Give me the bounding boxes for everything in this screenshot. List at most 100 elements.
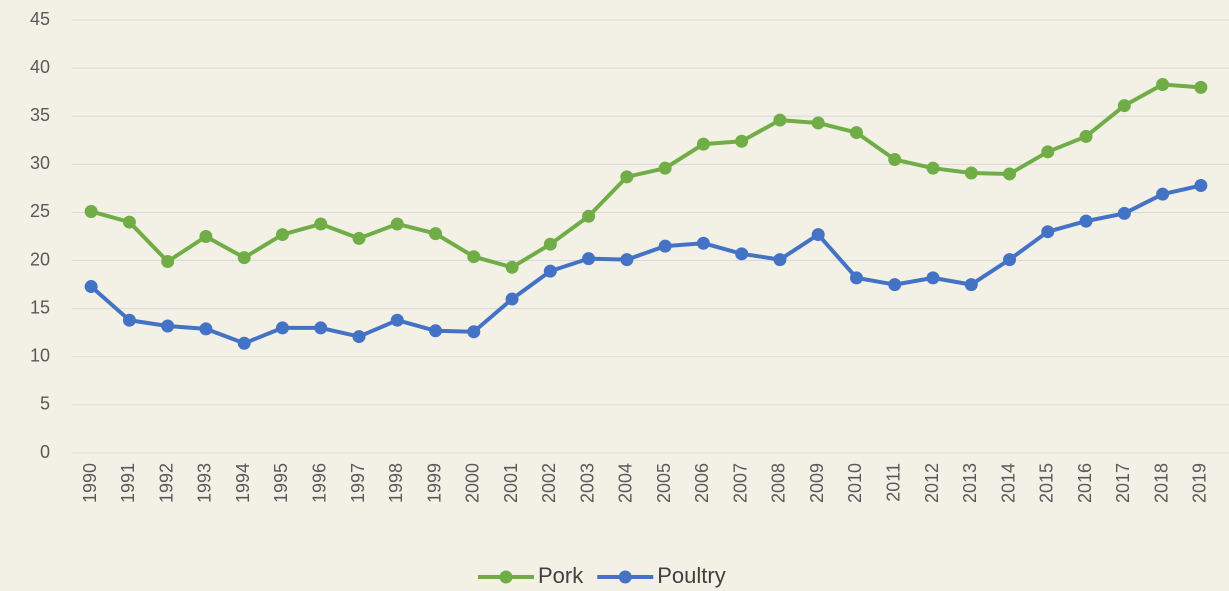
legend-label: Poultry [657,563,725,588]
x-tick-label: 2019 [1190,463,1210,503]
x-tick-label: 2010 [845,463,865,503]
y-tick-label: 5 [40,394,50,414]
x-tick-label: 1993 [195,463,215,503]
data-point [1079,214,1093,228]
data-point [773,253,787,267]
data-point [849,271,863,285]
x-tick-label: 2008 [769,463,789,503]
x-tick-label: 2006 [692,463,712,503]
data-point [429,324,443,338]
x-tick-label: 1995 [271,463,291,503]
x-tick-label: 2007 [730,463,750,503]
grid: 0 5 10 15 20 25 30 35 40 45 1990 1991 1992 1993 1994 19… [30,9,1229,503]
data-point [735,134,749,148]
data-point [390,217,404,231]
x-tick-label: 2016 [1075,463,1095,503]
x-tick-label: 2018 [1151,463,1171,503]
data-point [122,313,136,327]
legend-marker [499,570,513,584]
data-point [161,319,175,333]
data-point [811,116,825,130]
y-tick-label: 35 [30,105,50,125]
data-point [352,330,366,344]
data-point [275,321,289,335]
x-tick-label: 1999 [424,463,444,503]
data-point [811,228,825,242]
x-tick-label: 1992 [156,463,176,503]
x-tick-label: 2004 [616,463,636,503]
data-point [505,292,519,306]
data-point [964,278,978,292]
x-tick-label: 2013 [960,463,980,503]
x-tick-label: 2002 [539,463,559,503]
data-point [1041,225,1055,239]
data-point [926,161,940,175]
x-tick-label: 2017 [1113,463,1133,503]
x-tick-label: 2011 [883,463,903,502]
data-point [1194,179,1208,193]
data-point [161,255,175,269]
y-tick-label: 25 [30,201,50,221]
data-point [467,325,481,339]
x-tick-label: 1991 [118,463,138,503]
data-point [1156,77,1170,91]
data-point [1079,129,1093,143]
data-point [926,271,940,285]
series-line [89,183,1202,346]
y-tick-label: 40 [30,57,50,77]
data-point [199,230,213,243]
data-point [582,209,596,223]
data-point [429,227,443,241]
data-point [314,217,328,231]
data-point [582,252,596,266]
x-tick-label: 1994 [233,463,253,503]
data-point [237,251,251,265]
data-point [543,264,557,278]
data-point [199,322,213,336]
y-tick-label: 10 [30,346,50,366]
data-point [1156,187,1170,201]
x-tick-label: 2015 [1037,463,1057,503]
data-point [658,239,672,253]
data-point [505,260,519,274]
data-point [620,253,634,267]
data-point [888,153,902,167]
x-tick-label: 2000 [463,463,483,503]
data-point [84,204,98,218]
legend: Pork Poultry [478,563,726,588]
data-point [696,236,710,250]
data-point [964,166,978,180]
data-point [735,247,749,261]
x-tick-label: 1997 [348,463,368,503]
x-tick-label: 2005 [654,463,674,503]
data-point [1194,80,1208,94]
x-tick-label: 1996 [309,463,329,503]
data-point [390,313,404,327]
y-tick-label: 30 [30,153,50,173]
plot [84,77,1208,350]
data-point [314,321,328,335]
data-point [658,161,672,175]
data-point [888,278,902,292]
data-point [849,126,863,140]
legend-marker [618,570,632,584]
x-tick-label: 1990 [80,463,100,503]
y-tick-label: 15 [30,297,50,317]
x-tick-label: 2009 [807,463,827,503]
data-point [1003,167,1017,181]
x-tick-label: 2001 [501,463,521,503]
y-tick-label: 0 [40,442,50,462]
data-point [1117,99,1131,113]
data-point [352,231,366,245]
legend-label: Pork [538,563,584,588]
data-point [1003,253,1017,267]
data-point [696,137,710,151]
data-point [467,250,481,264]
x-tick-label: 2012 [922,463,942,503]
data-point [122,215,136,229]
data-point [1117,206,1131,220]
x-tick-label: 2014 [998,463,1018,503]
y-tick-label: 20 [30,249,50,269]
